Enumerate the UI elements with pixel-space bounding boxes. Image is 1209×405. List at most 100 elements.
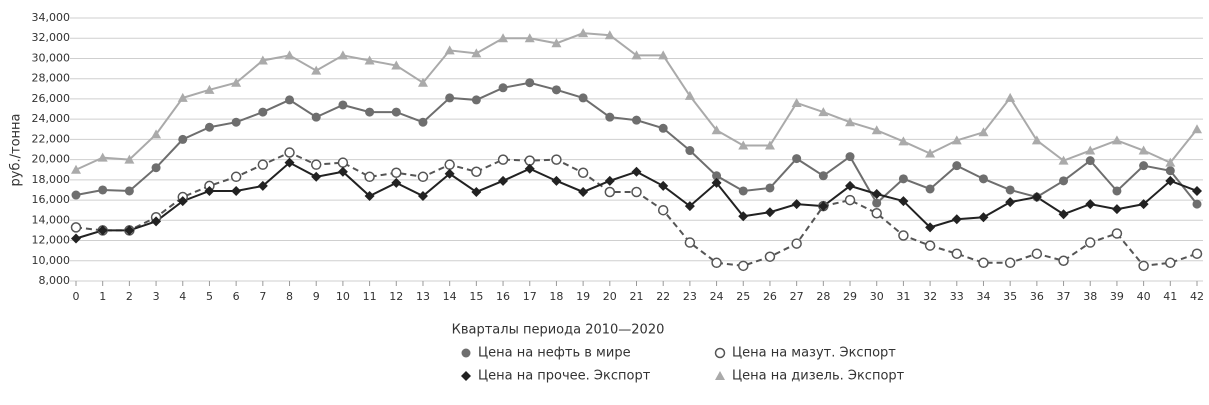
x-tick-label: 30	[870, 290, 884, 303]
x-tick-label: 32	[923, 290, 937, 303]
data-point	[711, 125, 722, 135]
data-point	[978, 257, 989, 269]
data-point	[471, 48, 482, 58]
data-point	[604, 186, 616, 198]
x-tick-label: 7	[259, 290, 266, 303]
data-point	[257, 55, 268, 65]
data-point	[258, 107, 268, 117]
data-point	[1111, 135, 1122, 145]
data-point	[978, 174, 988, 184]
data-point	[898, 174, 908, 184]
data-point	[978, 212, 989, 223]
data-point	[498, 33, 509, 43]
x-tick-label: 4	[179, 290, 186, 303]
data-point	[151, 163, 161, 173]
data-point	[444, 159, 455, 170]
data-point	[925, 184, 935, 194]
data-point	[738, 186, 748, 196]
data-point	[337, 50, 348, 60]
x-tick-label: 5	[206, 290, 213, 303]
data-point	[1165, 157, 1176, 167]
data-point	[1112, 186, 1122, 196]
data-point	[578, 28, 589, 38]
data-point	[551, 85, 561, 95]
x-tick-label: 10	[336, 290, 350, 303]
data-point	[284, 50, 295, 60]
data-point	[1111, 204, 1122, 215]
data-point	[1192, 124, 1202, 134]
data-point	[1192, 199, 1202, 209]
legend-marker	[461, 348, 471, 358]
y-tick-label: 30,000	[32, 51, 71, 64]
data-point	[1005, 185, 1015, 195]
legend-label: Цена на прочее. Экспорт	[478, 369, 651, 384]
x-tick-label: 19	[576, 290, 590, 303]
data-point	[257, 159, 269, 170]
data-point	[791, 199, 802, 210]
data-point	[151, 129, 162, 139]
data-point	[1139, 161, 1149, 171]
data-point	[1138, 260, 1149, 272]
x-tick-label: 15	[469, 290, 483, 303]
x-tick-label: 36	[1030, 290, 1044, 303]
legend-label: Цена на нефть в мире	[478, 346, 631, 361]
data-point	[177, 196, 188, 207]
data-point	[1005, 197, 1016, 208]
data-point	[444, 45, 455, 55]
data-point	[604, 30, 615, 40]
data-point	[445, 93, 455, 103]
y-tick-label: 28,000	[32, 72, 71, 85]
data-point	[391, 107, 401, 117]
series-line	[75, 81, 1198, 205]
data-point	[1111, 228, 1123, 239]
x-tick-label: 16	[496, 290, 510, 303]
x-tick-label: 6	[233, 290, 240, 303]
data-point	[1058, 255, 1069, 267]
x-tick-label: 41	[1163, 290, 1177, 303]
data-point	[231, 185, 242, 196]
x-tick-label: 40	[1137, 290, 1151, 303]
data-point	[284, 157, 295, 168]
x-tick-label: 27	[790, 290, 804, 303]
data-point	[364, 171, 375, 183]
x-tick-label: 3	[153, 290, 160, 303]
data-point	[471, 95, 481, 105]
x-tick-label: 23	[683, 290, 697, 303]
data-point	[1058, 155, 1069, 165]
x-tick-label: 9	[313, 290, 320, 303]
data-point	[1031, 192, 1042, 203]
data-point	[1005, 92, 1016, 102]
data-point	[97, 152, 108, 162]
data-point	[765, 183, 775, 193]
x-tick-label: 1	[99, 290, 106, 303]
x-tick-label: 33	[950, 290, 964, 303]
data-point	[204, 185, 215, 196]
data-point	[871, 125, 882, 135]
data-point	[818, 171, 828, 181]
data-point	[204, 122, 214, 132]
data-point	[978, 127, 989, 137]
data-point	[204, 84, 215, 94]
data-point	[1191, 248, 1203, 259]
data-point	[337, 166, 348, 177]
data-point	[151, 216, 162, 227]
data-point	[1058, 209, 1069, 220]
data-point	[578, 93, 588, 103]
legend-marker	[715, 371, 725, 380]
data-point	[711, 177, 722, 188]
y-tick-label: 22,000	[32, 132, 71, 145]
data-point	[791, 238, 802, 249]
data-point	[444, 168, 455, 179]
y-tick-label: 34,000	[32, 11, 71, 24]
data-point	[551, 154, 562, 165]
x-tick-label: 35	[1003, 290, 1017, 303]
x-tick-label: 28	[816, 290, 830, 303]
data-point	[97, 225, 108, 236]
y-tick-label: 24,000	[32, 112, 71, 125]
data-point	[764, 140, 775, 150]
data-point	[498, 175, 509, 186]
data-point	[658, 123, 668, 133]
y-tick-label: 20,000	[32, 153, 71, 166]
data-point	[792, 154, 802, 164]
